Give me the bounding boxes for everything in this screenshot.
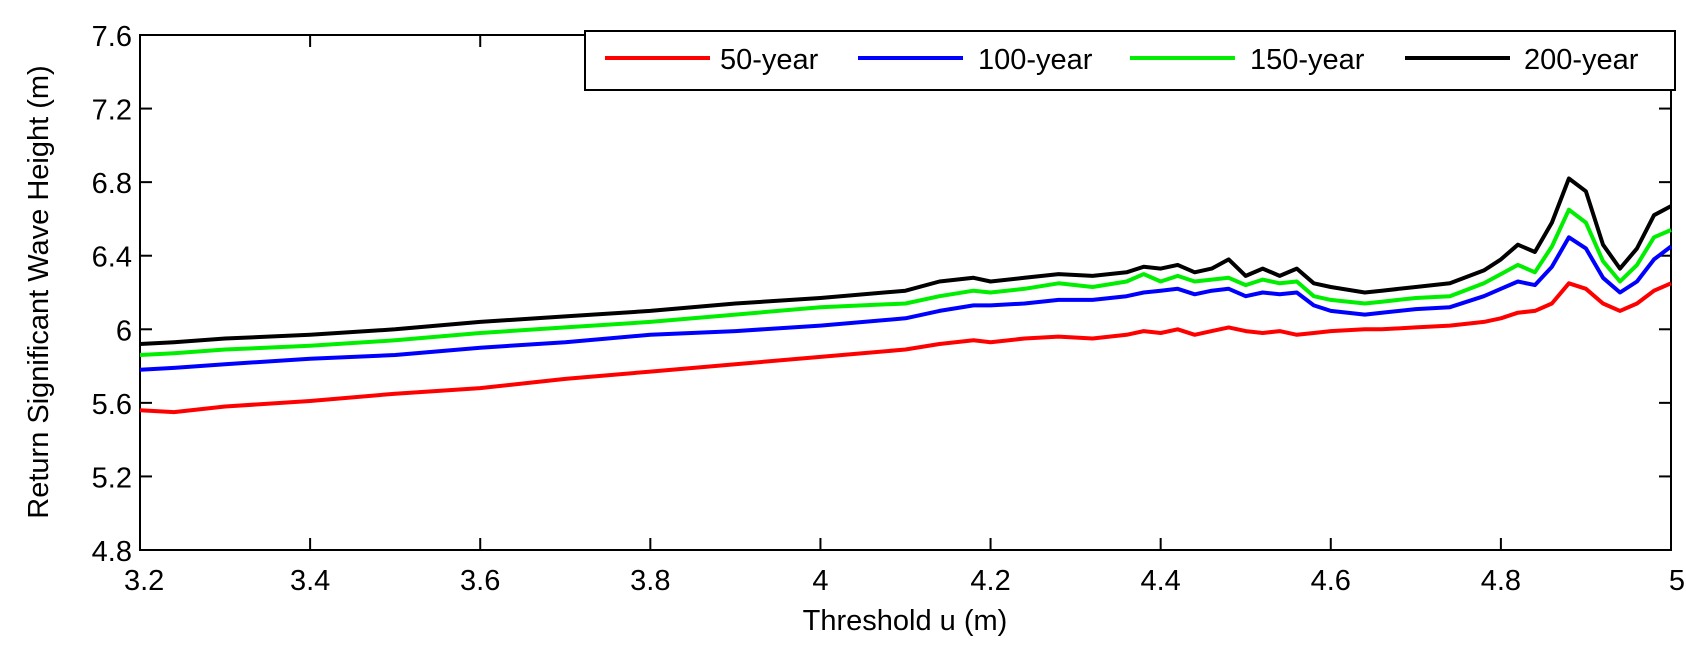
legend: 50-year 100-year 150-year 200-year [584, 30, 1676, 91]
y-tick-label: 6 [116, 315, 132, 347]
x-tick-label: 3.2 [124, 565, 164, 597]
y-tick-label: 4.8 [92, 536, 132, 568]
y-tick-label: 6.4 [92, 242, 132, 274]
legend-label-50-year: 50-year [720, 44, 819, 76]
y-tick-label: 5.2 [92, 462, 132, 494]
series-line-150-year [139, 207, 1672, 357]
legend-box [584, 30, 1676, 91]
legend-label-100-year: 100-year [978, 44, 1093, 76]
x-tick-label: 4.6 [1311, 565, 1351, 597]
x-tick-label: 3.4 [290, 565, 330, 597]
y-tick-label: 7.6 [92, 21, 132, 53]
series-line-200-year [139, 176, 1672, 346]
x-tick-label: 4 [812, 565, 828, 597]
x-tick-label: 5 [1669, 565, 1685, 597]
x-tick-label: 4.2 [970, 565, 1010, 597]
series-layer [139, 176, 1673, 415]
series-line-100-year [139, 235, 1673, 372]
axis-ticks: 3.2 3.4 3.6 3.8 4 4.2 4.4 4.6 4.8 5 4.8 5.2 5.6 6 6.4 6… [92, 21, 1685, 597]
legend-label-150-year: 150-year [1250, 44, 1365, 76]
x-tick-label: 3.6 [460, 565, 500, 597]
y-axis-label: Return Significant Wave Height (m) [23, 65, 55, 518]
x-tick-label: 4.8 [1481, 565, 1521, 597]
x-axis-label: Threshold u (m) [803, 605, 1008, 637]
y-tick-label: 5.6 [92, 389, 132, 421]
x-tick-label: 3.8 [630, 565, 670, 597]
y-tick-label: 7.2 [92, 95, 132, 127]
legend-label-200-year: 200-year [1524, 44, 1639, 76]
y-tick-label: 6.8 [92, 168, 132, 200]
x-tick-label: 4.4 [1141, 565, 1181, 597]
series-line-50-year [139, 281, 1672, 415]
